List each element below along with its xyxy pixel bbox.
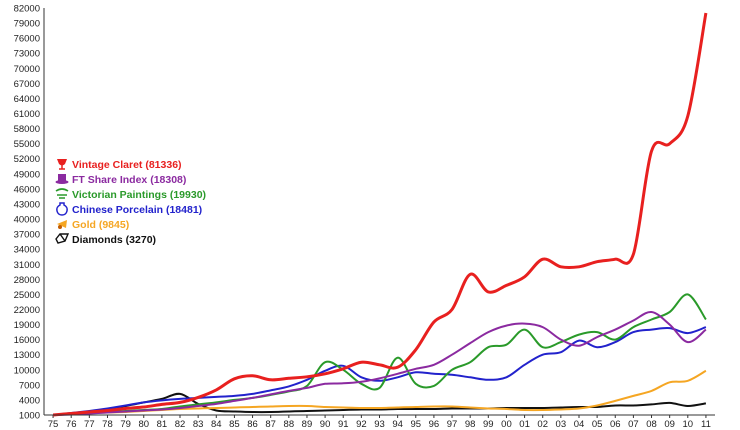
y-tick-label: 52000: [14, 154, 40, 165]
x-axis-ticks: 75 76 77 78 79 80 81 82 83 84 85 86 87 88 89 90 91 92 93 94…: [48, 415, 711, 430]
legend-series-name: FT Share Index: [72, 174, 147, 186]
legend-item-diamonds: Diamonds (3270): [72, 234, 156, 246]
legend-item-chinese-porcelain: Chinese Porcelain (18481): [72, 204, 202, 216]
y-tick-label: 10000: [14, 365, 40, 376]
x-tick-label: 86: [247, 419, 258, 430]
y-tick-label: 37000: [14, 230, 40, 241]
x-tick-label: 10: [683, 419, 694, 430]
y-tick-label: 58000: [14, 124, 40, 135]
x-tick-label: 02: [537, 419, 548, 430]
x-tick-label: 08: [646, 419, 657, 430]
series-line-diamonds: [53, 392, 707, 416]
legend-item-gold: Gold (9845): [72, 219, 129, 231]
x-tick-label: 84: [211, 419, 222, 430]
x-tick-label: 85: [229, 419, 240, 430]
y-tick-label: 64000: [14, 94, 40, 105]
y-tick-label: 25000: [14, 290, 40, 301]
x-tick-label: 97: [447, 419, 458, 430]
x-tick-label: 87: [265, 419, 276, 430]
x-tick-label: 83: [193, 419, 204, 430]
legend-series-name: Victorian Paintings: [72, 189, 167, 201]
y-tick-label: 13000: [14, 350, 40, 361]
legend-series-value: (9845): [96, 219, 129, 231]
vase-icon: [56, 202, 68, 216]
legend-series-value: (18308): [147, 174, 186, 186]
y-axis-ticks: 1000 4000 7000 10000 13000 16000 19000 22000 250…: [14, 4, 40, 422]
x-tick-label: 03: [556, 419, 567, 430]
x-tick-label: 06: [610, 419, 621, 430]
x-tick-label: 98: [465, 419, 476, 430]
series-line-vintage-claret: [52, 12, 708, 417]
x-tick-label: 92: [356, 419, 367, 430]
y-tick-label: 16000: [14, 335, 40, 346]
x-tick-label: 09: [664, 419, 675, 430]
x-tick-label: 76: [66, 419, 77, 430]
x-tick-label: 75: [48, 419, 59, 430]
legend-item-ft-share-index: FT Share Index (18308): [72, 174, 186, 186]
x-tick-label: 99: [483, 419, 494, 430]
series-line-ft-share-index: [53, 310, 707, 416]
x-tick-label: 11: [701, 419, 711, 430]
legend-series-value: (3270): [123, 234, 156, 246]
legend-series-name: Gold: [72, 219, 96, 231]
y-tick-label: 73000: [14, 49, 40, 60]
painting-icon: [55, 188, 69, 199]
x-tick-label: 80: [138, 419, 149, 430]
top-hat-icon: [55, 174, 69, 184]
legend-item-vintage-claret: Vintage Claret (81336): [72, 159, 182, 171]
legend-series-name: Chinese Porcelain: [72, 204, 163, 216]
gold-bar-icon: [57, 220, 67, 229]
y-tick-label: 67000: [14, 79, 40, 90]
x-tick-label: 94: [392, 419, 403, 430]
y-tick-label: 46000: [14, 184, 40, 195]
x-tick-label: 78: [102, 419, 113, 430]
y-tick-label: 55000: [14, 139, 40, 150]
legend-series-name: Vintage Claret: [72, 159, 143, 171]
x-tick-label: 00: [501, 419, 512, 430]
x-tick-label: 88: [284, 419, 295, 430]
legend-series-value: (19930): [167, 189, 206, 201]
y-tick-label: 61000: [14, 109, 40, 120]
x-tick-label: 01: [519, 419, 530, 430]
x-tick-label: 91: [338, 419, 349, 430]
x-tick-label: 04: [574, 419, 585, 430]
x-tick-label: 07: [628, 419, 639, 430]
legend-item-victorian-paintings: Victorian Paintings (19930): [72, 189, 206, 201]
x-tick-label: 90: [320, 419, 331, 430]
x-tick-label: 95: [410, 419, 421, 430]
y-tick-label: 76000: [14, 34, 40, 45]
wine-glass-icon: [57, 159, 67, 170]
y-tick-label: 7000: [19, 380, 40, 391]
y-tick-label: 31000: [14, 260, 40, 271]
y-tick-label: 22000: [14, 305, 40, 316]
series-line-chinese-porcelain: [53, 326, 707, 416]
legend-series-value: (81336): [142, 159, 181, 171]
diamond-icon: [55, 233, 70, 244]
y-tick-label: 49000: [14, 169, 40, 180]
y-tick-label: 34000: [14, 245, 40, 256]
legend: Vintage Claret (81336) FT Share Index (18…: [55, 159, 206, 246]
x-tick-label: 05: [592, 419, 603, 430]
x-tick-label: 81: [157, 419, 168, 430]
y-tick-label: 28000: [14, 275, 40, 286]
y-tick-label: 40000: [14, 215, 40, 226]
x-tick-label: 96: [429, 419, 440, 430]
legend-series-value: (18481): [163, 204, 202, 216]
y-tick-label: 82000: [14, 4, 40, 15]
y-tick-label: 79000: [14, 19, 40, 30]
y-tick-label: 70000: [14, 64, 40, 75]
x-tick-label: 82: [175, 419, 186, 430]
y-tick-label: 19000: [14, 320, 40, 331]
series-line-victorian-paintings: [53, 293, 707, 416]
series-lines: [52, 12, 708, 417]
y-tick-label: 43000: [14, 199, 40, 210]
y-tick-label: 4000: [19, 395, 40, 406]
x-tick-label: 89: [302, 419, 313, 430]
x-tick-label: 79: [120, 419, 131, 430]
x-tick-label: 93: [374, 419, 385, 430]
x-tick-label: 77: [84, 419, 95, 430]
legend-series-name: Diamonds: [72, 234, 123, 246]
y-tick-label: 1000: [19, 411, 40, 422]
